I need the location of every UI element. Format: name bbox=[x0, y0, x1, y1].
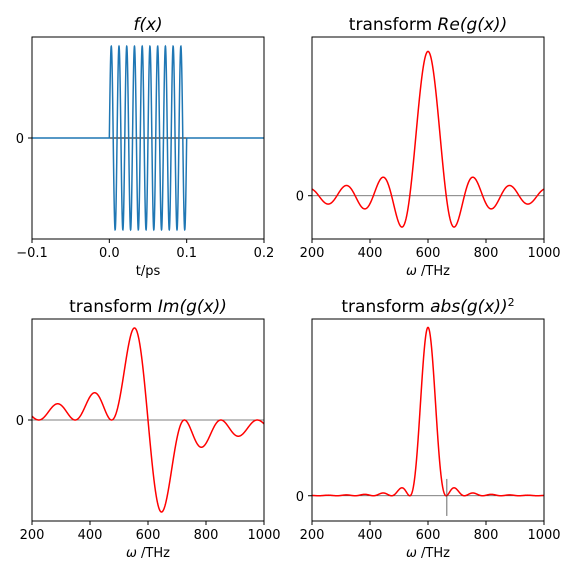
chart-title: transform Im(g(x)) bbox=[69, 297, 227, 317]
y-tick-label: 0 bbox=[296, 490, 304, 505]
series-line-0 bbox=[32, 327, 264, 513]
x-tick-label: 800 bbox=[474, 246, 499, 261]
x-axis-label: t/ps bbox=[136, 264, 161, 279]
plot-frame bbox=[311, 318, 545, 522]
series-line-0 bbox=[312, 326, 544, 497]
chart-title: transform abs(g(x))2 bbox=[341, 296, 514, 318]
x-tick-label: 200 bbox=[20, 528, 45, 543]
x-tick-label: 1000 bbox=[527, 528, 560, 543]
x-tick-label: 1000 bbox=[527, 246, 560, 261]
x-tick-label: −0.1 bbox=[16, 246, 48, 261]
chart-im: 200 400 600 800 1000 0 transform Im(g(x)) ω /TH… bbox=[16, 297, 281, 561]
y-tick-label: 0 bbox=[296, 190, 304, 205]
x-tick-label: 600 bbox=[136, 528, 161, 543]
x-tick-label: 1000 bbox=[247, 528, 280, 543]
x-tick-label: 400 bbox=[358, 246, 383, 261]
x-axis-label: ω /THz bbox=[406, 264, 450, 279]
chart-title: f(x) bbox=[133, 15, 162, 35]
x-tick-label: 200 bbox=[300, 528, 325, 543]
series-line-0 bbox=[32, 44, 264, 232]
x-tick-label: 800 bbox=[474, 528, 499, 543]
x-axis-label: ω /THz bbox=[126, 546, 170, 561]
x-tick-label: 200 bbox=[300, 246, 325, 261]
y-tick-label: 0 bbox=[16, 414, 24, 429]
series-line-0 bbox=[312, 50, 544, 228]
x-tick-label: 0.2 bbox=[254, 246, 275, 261]
chart-title: transform Re(g(x)) bbox=[349, 15, 507, 35]
chart-re: 200 400 600 800 1000 0 transform Re(g(x)) ω /TH… bbox=[296, 15, 561, 279]
x-tick-label: 600 bbox=[416, 528, 441, 543]
y-tick-label: 0 bbox=[16, 132, 24, 147]
x-tick-label: 0.0 bbox=[99, 246, 120, 261]
chart-abs: 200 400 600 800 1000 0 transform abs(g(x))2 ω /… bbox=[296, 296, 561, 562]
x-tick-label: 400 bbox=[358, 528, 383, 543]
x-axis-label: ω /THz bbox=[406, 546, 450, 561]
x-tick-label: 400 bbox=[78, 528, 103, 543]
plot-frame bbox=[311, 36, 545, 240]
x-tick-label: 800 bbox=[194, 528, 219, 543]
x-tick-label: 600 bbox=[416, 246, 441, 261]
x-tick-label: 0.1 bbox=[176, 246, 197, 261]
chart-f: −0.1 0.0 0.1 0.2 0 f(x) t/ps bbox=[16, 15, 275, 279]
